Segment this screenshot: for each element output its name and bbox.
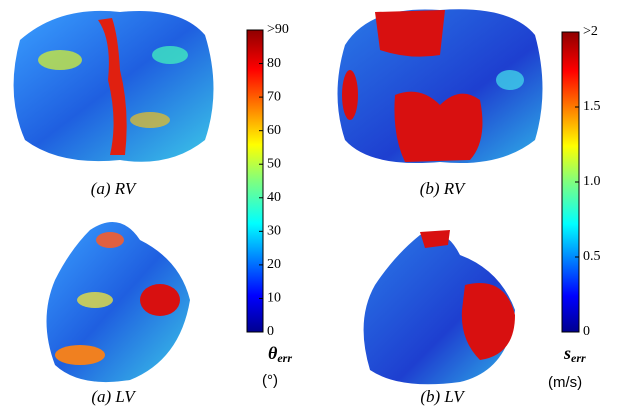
colorbar-unit: (m/s) (548, 374, 582, 391)
tick-label: 0 (267, 324, 274, 339)
colorbar-label: serr (563, 343, 586, 365)
symbol: s (563, 343, 571, 363)
caption: (a) RV (91, 179, 138, 198)
tick-label: 1.5 (583, 99, 601, 114)
lv-speed-surface (363, 230, 515, 385)
caption: (b) RV (420, 179, 467, 198)
subscript: err (571, 351, 586, 365)
tick-label: 0.5 (583, 249, 601, 264)
lv-angle-surface (46, 222, 190, 383)
subscript: err (277, 351, 292, 365)
colorbar-unit: (°) (262, 372, 278, 389)
symbol: θ (268, 343, 278, 363)
tick-label: 40 (267, 190, 281, 205)
tick-label: 10 (267, 291, 281, 306)
tick-label: 30 (267, 224, 281, 239)
tick-label: 80 (267, 56, 281, 71)
tick-label: >90 (267, 22, 289, 37)
caption: (a) LV (91, 387, 137, 406)
colorbar-label: θerr (268, 343, 292, 365)
colorbar (246, 29, 264, 333)
tick-label: >2 (583, 24, 598, 39)
tick-label: 60 (267, 123, 281, 138)
caption: (b) LV (420, 387, 466, 406)
tick-label: 1.0 (583, 174, 601, 189)
tick-label: 20 (267, 257, 281, 272)
tick-label: 0 (583, 324, 590, 339)
tick-label: 50 (267, 156, 281, 171)
tick-label: 70 (267, 89, 281, 104)
rv-angle-surface (13, 10, 214, 162)
rv-speed-surface (337, 9, 543, 164)
